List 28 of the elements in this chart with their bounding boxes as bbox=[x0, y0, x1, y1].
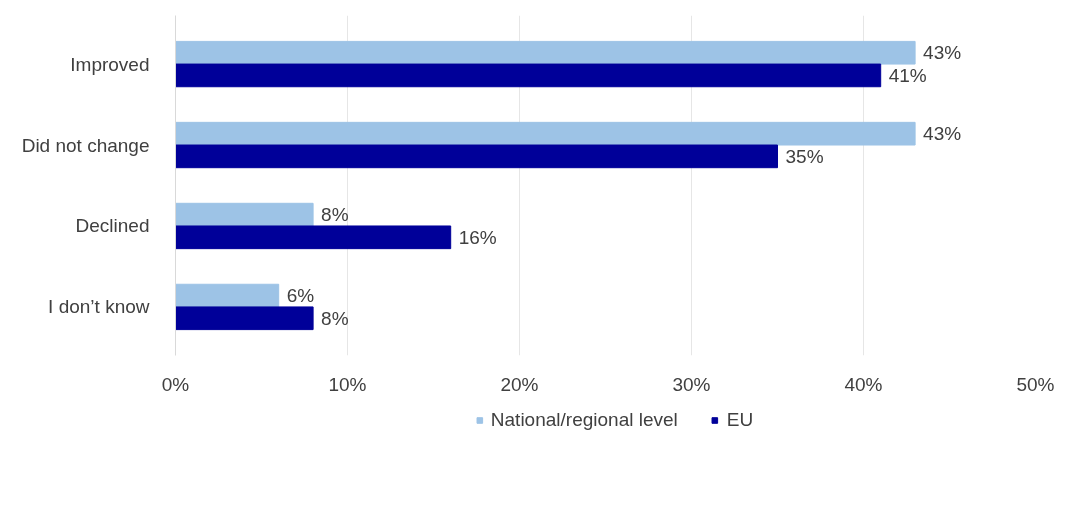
bar bbox=[175, 283, 280, 308]
y-tick-label: Improved bbox=[70, 53, 150, 75]
legend-label: EU bbox=[726, 408, 754, 431]
bar bbox=[175, 63, 882, 88]
data-label: 43% bbox=[923, 42, 962, 64]
data-label: 35% bbox=[785, 145, 824, 167]
bar bbox=[175, 40, 916, 65]
y-tick-label: I don’t know bbox=[48, 296, 150, 318]
data-label: 43% bbox=[923, 123, 962, 145]
bar bbox=[175, 121, 916, 146]
data-label: 41% bbox=[888, 64, 927, 86]
x-tick-label: 0% bbox=[161, 373, 190, 395]
data-label: 8% bbox=[321, 307, 349, 329]
bar bbox=[175, 202, 314, 227]
bar bbox=[175, 225, 452, 250]
y-tick-label: Did not change bbox=[21, 134, 150, 156]
data-label: 6% bbox=[286, 285, 315, 307]
legend-label: National/regional level bbox=[490, 408, 678, 431]
x-tick-label: 10% bbox=[328, 373, 367, 395]
y-tick-label: Declined bbox=[75, 215, 150, 237]
bar bbox=[175, 144, 778, 169]
data-label: 8% bbox=[321, 204, 349, 226]
data-label: 16% bbox=[458, 226, 497, 248]
x-tick-label: 40% bbox=[844, 373, 883, 395]
x-tick-label: 20% bbox=[500, 373, 539, 395]
x-tick-label: 30% bbox=[672, 373, 711, 395]
bar bbox=[175, 306, 314, 331]
x-tick-label: 50% bbox=[1016, 373, 1055, 395]
